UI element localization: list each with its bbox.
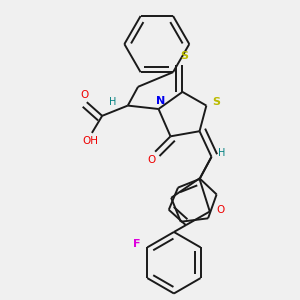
- Text: O: O: [80, 90, 88, 100]
- Text: H: H: [109, 97, 116, 107]
- Text: O: O: [217, 205, 225, 215]
- Text: OH: OH: [82, 136, 98, 146]
- Text: S: S: [213, 97, 220, 107]
- Text: O: O: [148, 155, 156, 165]
- Text: S: S: [180, 51, 188, 61]
- Text: N: N: [156, 97, 165, 106]
- Text: F: F: [133, 239, 141, 249]
- Text: H: H: [218, 148, 225, 158]
